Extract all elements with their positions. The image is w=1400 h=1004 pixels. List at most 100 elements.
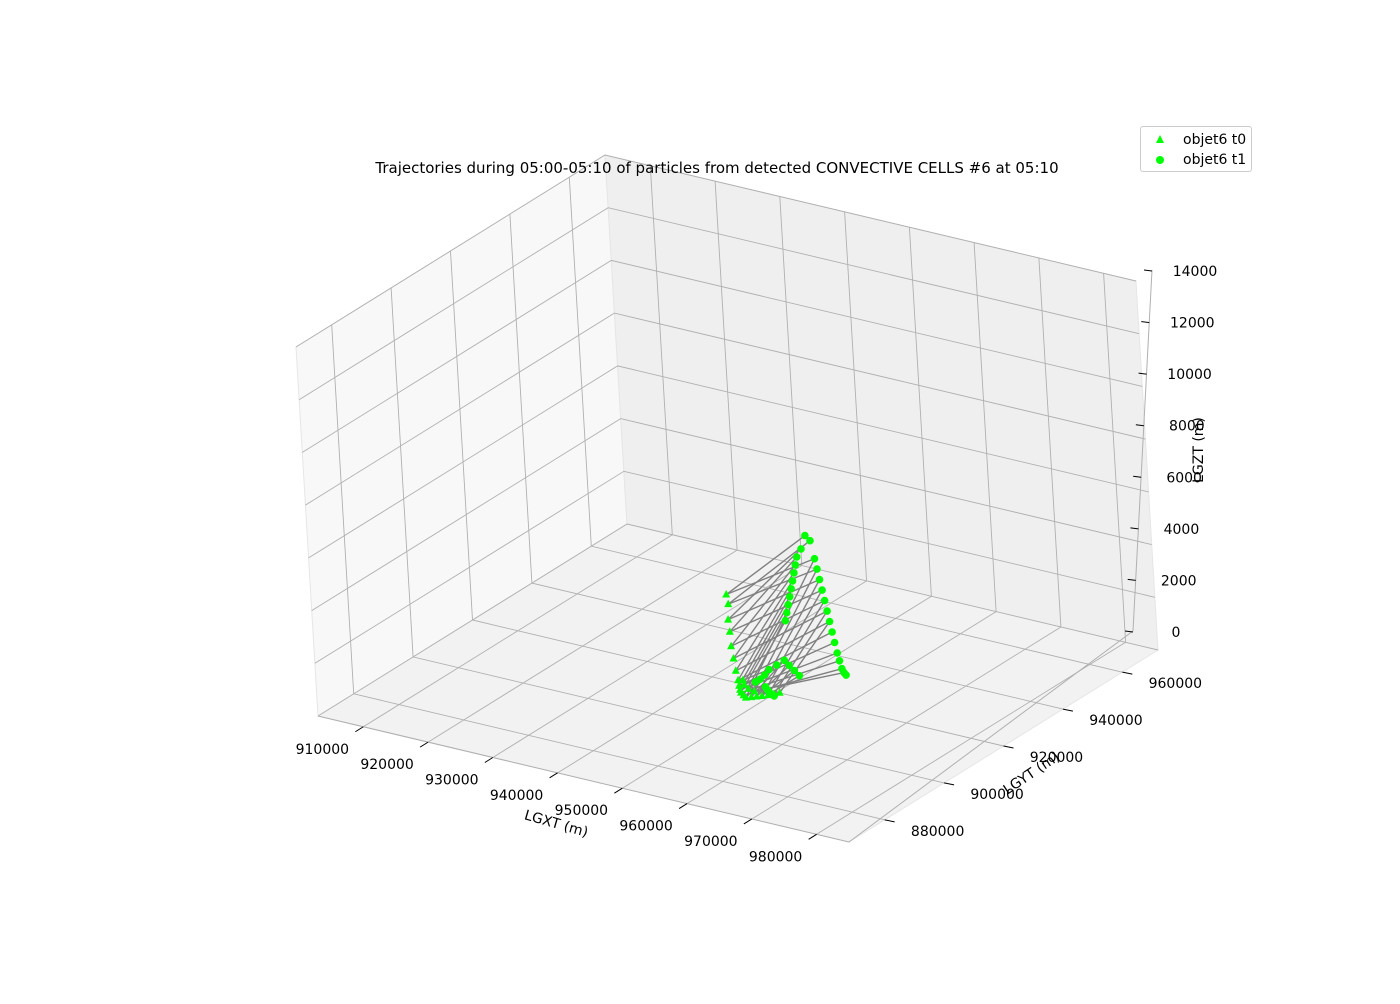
y-tick-mark <box>884 819 895 823</box>
t1-circle-marker <box>788 577 797 585</box>
trajectory-line <box>735 620 830 672</box>
x-tick-label: 970000 <box>684 834 737 850</box>
y-tick-label: 920000 <box>1030 750 1083 766</box>
trajectory-line <box>730 564 796 647</box>
z-tick-mark <box>1135 424 1144 427</box>
z-grid-line <box>298 207 1140 401</box>
t1-circle-marker <box>795 671 804 680</box>
t1-circle-marker <box>785 593 794 601</box>
x-tick-mark <box>484 757 494 763</box>
t1-circle-marker <box>751 678 760 686</box>
legend-entry-t0: objet6 t0 <box>1153 131 1246 149</box>
z-axis-label: LGZT (m) <box>1191 417 1207 483</box>
axis-panes <box>295 154 1160 843</box>
x-tick-mark <box>614 787 623 794</box>
triangle-marker-icon <box>1153 133 1167 147</box>
z-grid-line <box>311 418 1152 611</box>
t1-circle-marker <box>806 536 814 545</box>
z-grid-line <box>302 259 1143 453</box>
t0-triangle-marker <box>729 654 738 662</box>
legend: objet6 t0 objet6 t1 <box>1140 126 1252 172</box>
y-axis-line <box>848 630 1134 843</box>
t1-circle-marker <box>797 545 805 553</box>
x-tick-label: 930000 <box>425 772 478 788</box>
t0-triangle-marker <box>738 675 747 684</box>
y-tick-label: 900000 <box>970 787 1023 803</box>
t1-circle-marker <box>784 601 792 609</box>
legend-label-t0: objet6 t0 <box>1183 132 1247 148</box>
trajectory-line <box>727 540 811 605</box>
x-axis-line <box>317 715 850 843</box>
z-tick-mark <box>1143 269 1153 272</box>
t1-circle-marker <box>813 565 821 573</box>
t1-circle-marker <box>791 561 800 569</box>
legend-label-t1: objet6 t1 <box>1183 152 1247 168</box>
t1-circle-marker <box>823 607 831 615</box>
t1-circle-marker <box>790 666 799 675</box>
t0-triangle-marker <box>757 691 766 699</box>
trajectory-line <box>767 600 826 696</box>
z-tick-mark <box>1133 475 1142 478</box>
t1-circle-marker <box>792 553 801 561</box>
z-tick-label: 4000 <box>1164 522 1200 538</box>
t1-circle-marker <box>765 665 773 674</box>
circle-marker-icon <box>1153 153 1167 167</box>
z-axis: 0 2000 4000 6000 8000 10000 12000 14000 <box>1124 264 1218 641</box>
t0-triangle-marker <box>740 680 749 688</box>
t1-circle-marker <box>818 586 826 594</box>
x-tick-mark <box>743 818 753 825</box>
trajectory-line <box>725 558 815 596</box>
y-tick-mark <box>943 782 955 786</box>
z-tick-label: 8000 <box>1169 419 1205 435</box>
t1-circle-marker <box>790 569 798 577</box>
t0-triangle-marker <box>731 666 740 674</box>
x-tick-mark <box>808 833 817 840</box>
x-tick-label: 950000 <box>555 803 608 819</box>
z-tick-label: 12000 <box>1170 316 1215 332</box>
t1-circle-marker <box>820 596 829 605</box>
trajectory-lines <box>725 534 845 699</box>
t0-triangle-marker <box>722 590 731 598</box>
trajectory-line <box>733 610 828 660</box>
t1-circle-marker <box>785 661 794 670</box>
x-tick-mark <box>678 803 688 810</box>
t0-triangle-marker <box>741 693 750 701</box>
t1-circle-marker <box>830 638 839 647</box>
t0-triangle-marker <box>724 599 733 608</box>
legend-entry-t1: objet6 t1 <box>1153 151 1246 169</box>
z-grid-line <box>295 154 1137 348</box>
y-axis: 880000 900000 920000 940000 960000 <box>848 630 1202 843</box>
y-tick-mark <box>1062 708 1074 712</box>
z-tick-label: 10000 <box>1167 367 1212 383</box>
trajectory-line <box>729 589 823 633</box>
x-tick-label: 920000 <box>360 757 413 773</box>
x-tick-label: 910000 <box>296 742 349 758</box>
z-tick-mark <box>1124 630 1134 633</box>
trajectory-line <box>727 548 802 621</box>
z-tick-label: 2000 <box>1161 573 1197 589</box>
t1-circle-marker <box>833 649 841 657</box>
y-tick-label: 940000 <box>1089 713 1142 729</box>
t0-triangle-marker <box>724 615 733 623</box>
t0-triangle-marker <box>750 686 759 695</box>
trajectory-line <box>730 599 825 647</box>
t1-circle-marker <box>781 616 790 625</box>
z-grid-line <box>317 523 1159 717</box>
z-tick-mark <box>1127 578 1136 581</box>
y-tick-mark <box>1122 671 1133 675</box>
t0-triangle-marker <box>725 627 734 635</box>
trajectory-line <box>779 621 831 694</box>
z-grid-line <box>305 312 1146 506</box>
t1-circle-marker <box>815 575 824 584</box>
y-tick-mark <box>1003 745 1014 749</box>
t1-circle-marker <box>783 608 791 617</box>
t1-circle-marker <box>842 671 850 679</box>
trajectory-line <box>737 631 833 681</box>
x-tick-label: 960000 <box>619 819 672 835</box>
trajectory-line <box>729 556 798 633</box>
x-tick-mark <box>549 772 558 779</box>
t1-circle-marker <box>787 585 795 593</box>
z-grid-line <box>314 470 1156 664</box>
z-tick-label: 14000 <box>1173 264 1218 280</box>
